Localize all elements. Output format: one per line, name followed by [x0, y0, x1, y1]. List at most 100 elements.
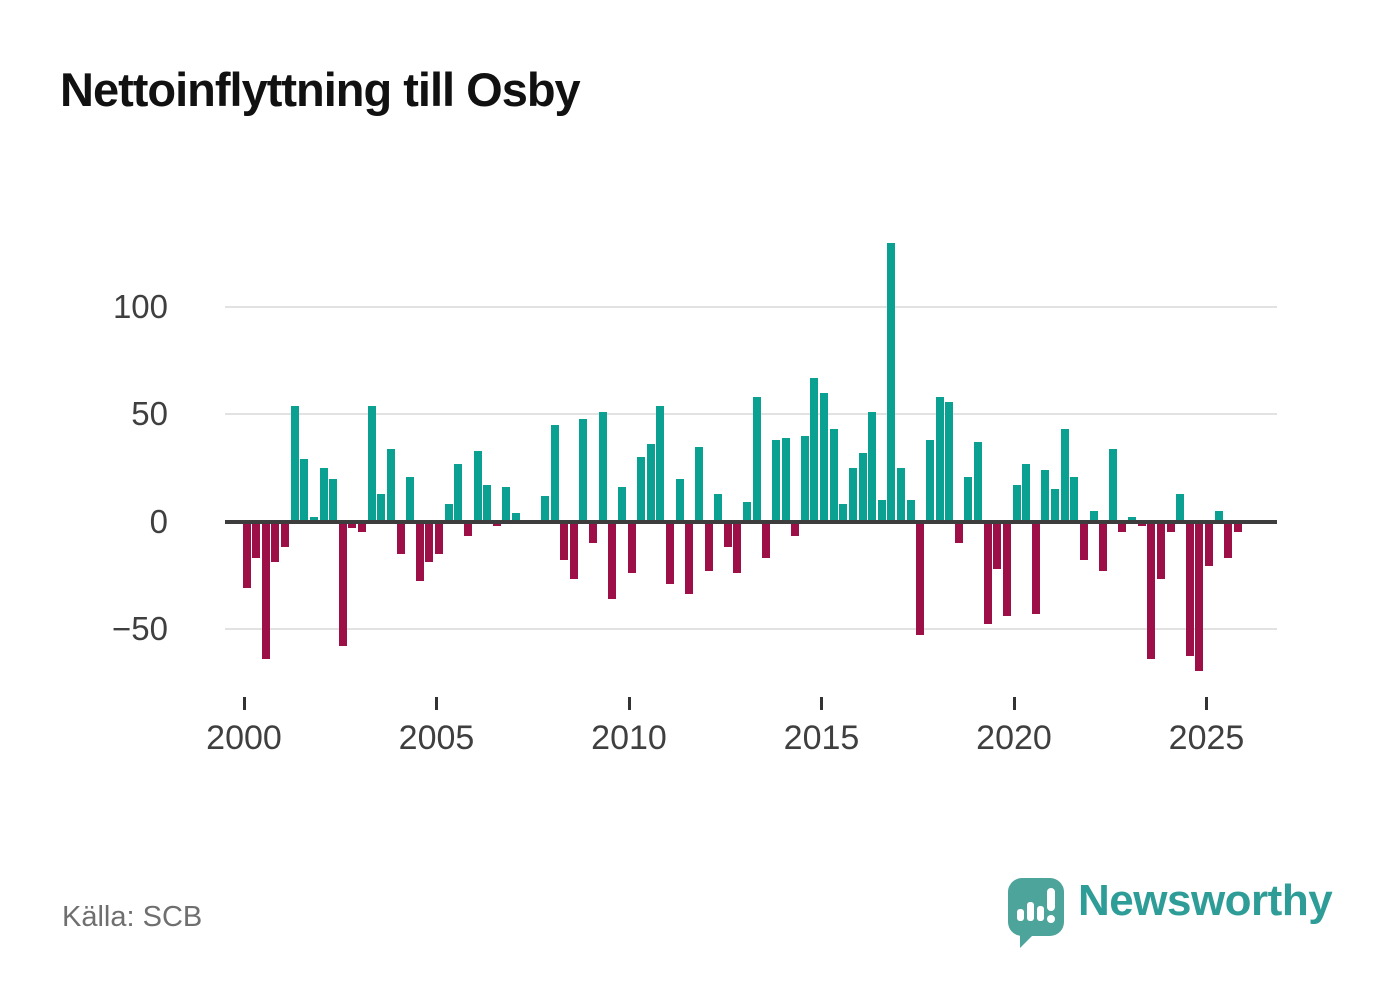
bar	[1224, 521, 1233, 558]
logo-speech-tail-icon	[1020, 932, 1036, 948]
bar	[714, 493, 723, 522]
bar	[743, 502, 751, 522]
bar	[492, 521, 501, 526]
bar	[252, 521, 261, 558]
logo-bar-icon	[1037, 906, 1044, 921]
bar	[762, 521, 771, 558]
logo-exclamation-dot-icon	[1047, 915, 1055, 923]
bar	[540, 495, 549, 522]
bar	[617, 487, 626, 522]
bar	[290, 405, 299, 522]
bar	[377, 493, 386, 522]
bar	[820, 392, 828, 522]
bar	[309, 517, 318, 522]
newsworthy-logo-text: Newsworthy	[1078, 876, 1333, 925]
bar	[868, 412, 877, 522]
bar	[1156, 521, 1165, 580]
bar	[646, 444, 655, 522]
bar	[1233, 521, 1242, 533]
source-label: Källa: SCB	[62, 901, 203, 933]
bar	[406, 476, 415, 522]
bar	[771, 440, 780, 522]
bar	[608, 521, 617, 599]
y-axis-label: 0	[149, 502, 168, 540]
bar	[858, 452, 867, 522]
bar	[1128, 517, 1136, 522]
bar	[675, 478, 684, 522]
bar	[579, 418, 588, 522]
x-axis-tick	[242, 697, 246, 710]
y-axis-label: 50	[131, 395, 168, 433]
bar	[1195, 521, 1204, 672]
bar	[261, 521, 270, 659]
bar	[1012, 485, 1021, 522]
bar	[637, 457, 646, 522]
bar	[358, 521, 366, 533]
x-axis-label: 2000	[206, 719, 282, 757]
bar	[444, 504, 453, 522]
bar	[271, 521, 280, 563]
bar	[810, 377, 819, 522]
bar	[954, 521, 963, 543]
bar	[897, 467, 905, 522]
bar	[415, 521, 424, 582]
bar	[877, 500, 886, 522]
bar	[935, 397, 944, 522]
bar	[512, 512, 520, 522]
bar	[435, 521, 443, 554]
bar	[598, 412, 607, 522]
chart-title: Nettoinflyttning till Osby	[60, 63, 581, 116]
bar	[1022, 463, 1031, 522]
bar	[1214, 510, 1223, 522]
bar	[589, 521, 597, 543]
x-axis-label: 2020	[976, 719, 1052, 757]
bar	[704, 521, 713, 571]
bar	[781, 437, 790, 522]
x-axis-tick	[627, 697, 631, 710]
bar	[242, 521, 251, 588]
bar	[1176, 493, 1185, 522]
bar	[993, 521, 1002, 569]
bar	[839, 504, 848, 522]
bar	[300, 459, 309, 522]
bar	[396, 521, 405, 554]
bar	[694, 446, 703, 522]
bar	[1060, 429, 1069, 522]
bar	[800, 435, 809, 522]
zero-line	[225, 519, 1277, 524]
bar	[1031, 521, 1040, 614]
x-axis-label: 2010	[591, 719, 667, 757]
x-axis-tick	[1205, 697, 1208, 710]
bar	[1185, 521, 1194, 657]
bar	[1051, 489, 1059, 522]
bar	[319, 467, 328, 522]
x-axis-label: 2005	[398, 719, 475, 757]
bar	[983, 521, 992, 625]
bar	[338, 521, 347, 646]
bar	[925, 440, 934, 522]
bar	[887, 243, 896, 522]
bar	[425, 521, 434, 563]
bar	[1137, 521, 1146, 526]
bar	[1002, 521, 1011, 616]
bar	[685, 521, 694, 595]
bar	[386, 448, 395, 522]
bar	[829, 429, 838, 522]
bar	[1089, 510, 1098, 522]
bar	[1108, 448, 1117, 522]
gridline	[225, 306, 1277, 309]
bar	[733, 521, 742, 573]
logo-bar-icon	[1027, 902, 1034, 921]
logo-exclamation-icon	[1047, 888, 1055, 911]
x-axis-tick	[820, 697, 823, 710]
bar	[1070, 476, 1079, 522]
x-axis-label: 2025	[1168, 719, 1245, 757]
bar	[974, 442, 982, 522]
bar	[848, 467, 857, 522]
bar	[1147, 521, 1156, 659]
bar	[1041, 470, 1050, 522]
bar	[791, 521, 800, 537]
bar	[569, 521, 578, 580]
